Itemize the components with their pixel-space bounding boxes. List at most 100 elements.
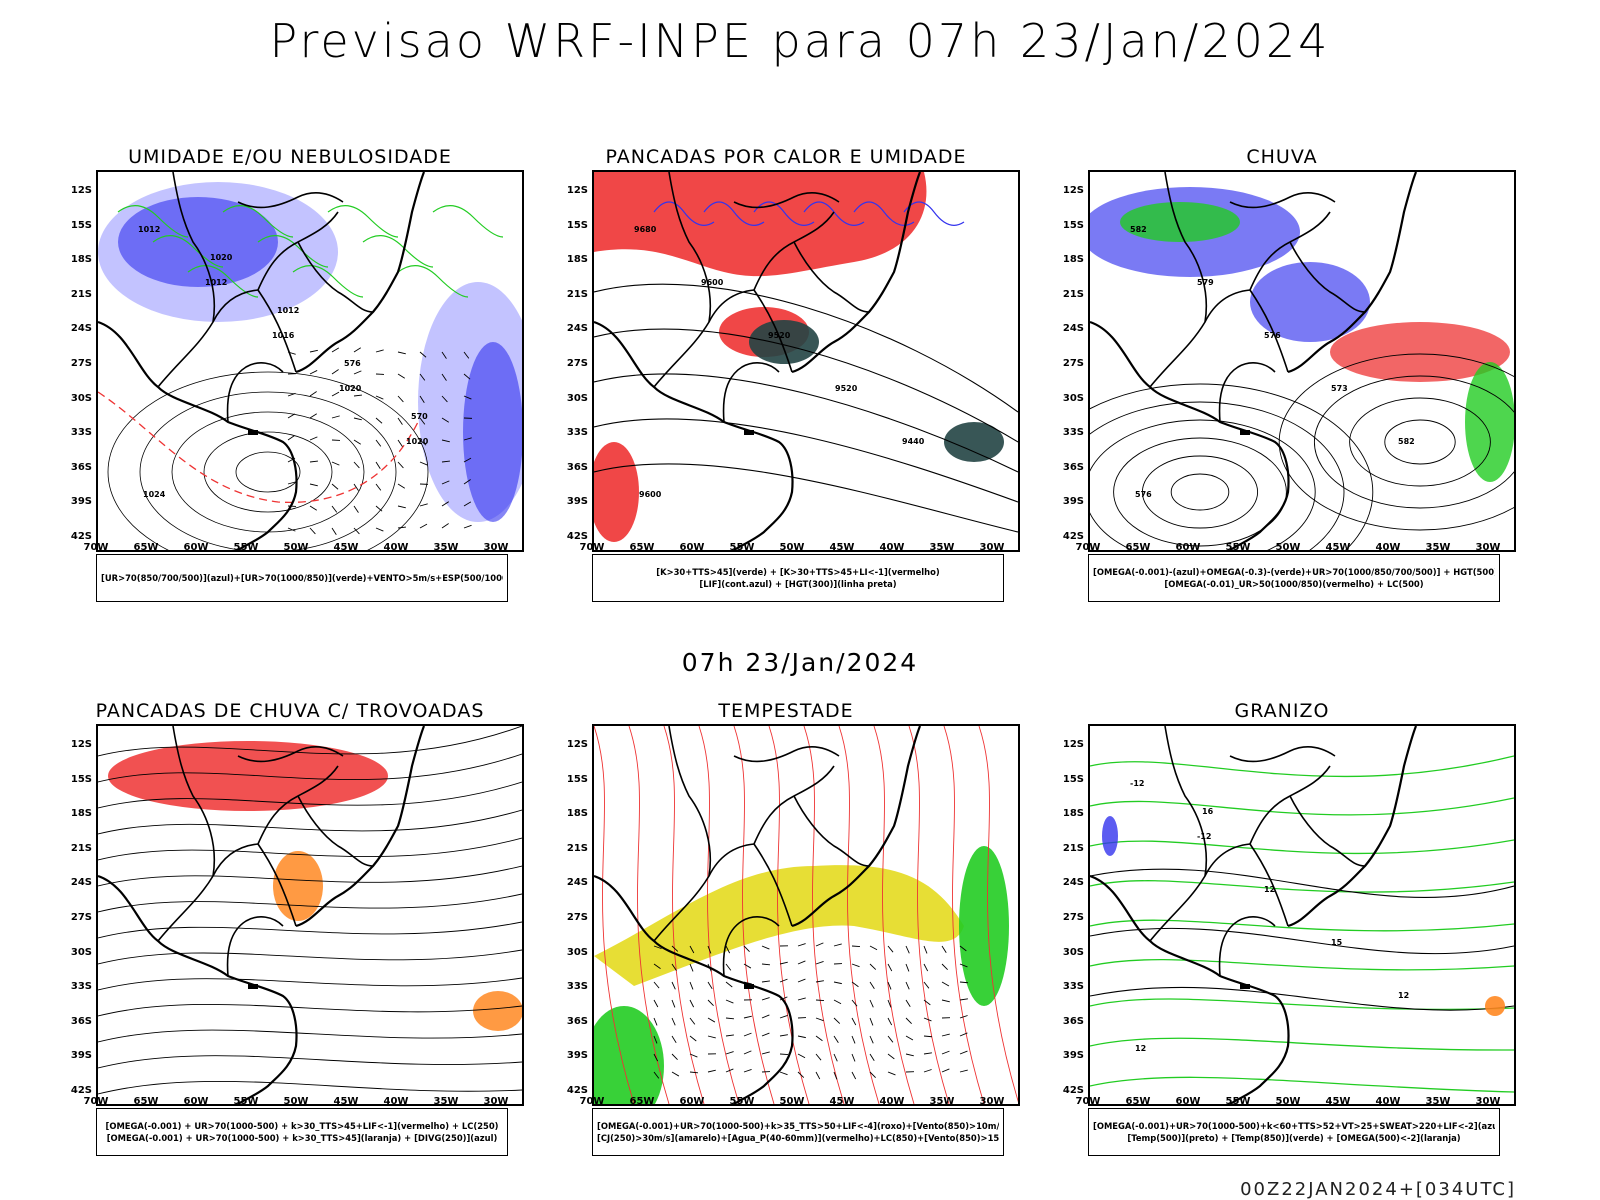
lon-tick-label: 45W xyxy=(1325,542,1351,553)
lon-tick-label: 60W xyxy=(183,1096,209,1107)
map-tempestade[interactable] xyxy=(592,724,1020,1106)
wind-vector xyxy=(331,347,340,353)
map-chuva[interactable]: 582 579 576 573 582 576 xyxy=(1088,170,1516,552)
contour-line xyxy=(107,371,429,550)
wind-vector xyxy=(331,461,340,466)
lon-tick-label: 50W xyxy=(779,542,805,553)
wind-vector xyxy=(463,351,470,359)
wind-vector xyxy=(375,461,381,469)
wind-vector xyxy=(331,483,339,490)
contour-label: 16 xyxy=(1202,807,1214,816)
lon-tick-label: 35W xyxy=(929,1096,955,1107)
lat-tick-label: 21S xyxy=(70,288,92,300)
wind-vector xyxy=(797,978,806,983)
contour-label: 15 xyxy=(1331,938,1343,947)
wind-area xyxy=(959,846,1009,1006)
wind-vector xyxy=(309,391,317,397)
lat-tick-label: 33S xyxy=(70,981,92,993)
water-contour xyxy=(978,726,1018,1103)
wind-vector xyxy=(815,980,824,983)
contour-label: 9440 xyxy=(902,437,925,446)
wind-vector xyxy=(397,461,404,469)
lon-tick-label: 40W xyxy=(879,542,905,553)
wind-vector xyxy=(887,1035,894,1043)
wind-vector xyxy=(941,1033,950,1037)
coastline xyxy=(791,172,922,374)
wind-vector xyxy=(671,999,676,1008)
state-border xyxy=(653,843,755,942)
wind-vector xyxy=(689,1017,696,1025)
lat-tick-label: 15S xyxy=(1062,219,1084,231)
state-border xyxy=(1149,843,1251,942)
water-contour xyxy=(803,726,845,1104)
state-border xyxy=(1289,795,1366,867)
wind-vector xyxy=(463,373,471,380)
lat-tick-label: 42S xyxy=(566,1085,588,1096)
state-border xyxy=(753,843,793,927)
lon-tick-label: 55W xyxy=(233,1096,259,1107)
streamline xyxy=(98,1003,522,1017)
wind-vector xyxy=(941,999,950,1003)
lon-tick-label: 60W xyxy=(1175,1096,1201,1107)
map-trovoadas[interactable] xyxy=(96,724,524,1106)
panel-title: PANCADAS POR CALOR E UMIDADE xyxy=(605,146,967,168)
wind-vector xyxy=(397,351,406,355)
wind-vector xyxy=(397,395,404,403)
wind-vector xyxy=(419,417,426,425)
state-border xyxy=(733,192,840,209)
wind-vector xyxy=(851,1017,857,1026)
wind-vector xyxy=(797,1035,806,1039)
wind-vector xyxy=(833,1017,841,1024)
map-granizo[interactable]: -12 -12 12 15 12 12 16 xyxy=(1088,724,1516,1106)
wind-vector xyxy=(441,460,450,463)
map-pancadas-calor[interactable]: 9680 9600 9520 9520 9440 9600 xyxy=(592,170,1020,552)
lat-tick-label: 21S xyxy=(70,842,92,854)
streamline xyxy=(98,949,522,965)
panel-pancadas-calor: PANCADAS POR CALOR E UMIDADE 9680 9600 952… xyxy=(546,146,1026,626)
wind-vector xyxy=(905,999,911,1008)
wind-vector xyxy=(959,998,968,1001)
wind-vector xyxy=(689,1035,697,1042)
wind-vector xyxy=(851,999,858,1007)
wind-vector xyxy=(923,999,931,1006)
streamline xyxy=(98,753,522,783)
main-title: Previsao WRF-INPE para 07h 23/Jan/2024 xyxy=(269,14,1331,68)
wind-vector xyxy=(815,1017,824,1022)
wind-vector xyxy=(441,351,447,359)
temp850-contour xyxy=(1090,755,1514,778)
wind-vector xyxy=(761,1032,770,1037)
wind-vector xyxy=(397,505,406,509)
contour-label: 576 xyxy=(344,359,361,368)
lon-tick-label: 70W xyxy=(83,1096,109,1107)
wind-vector xyxy=(353,439,361,445)
contour-label: 9520 xyxy=(835,384,858,393)
lon-tick-label: 50W xyxy=(1275,542,1301,553)
wind-vector xyxy=(761,963,771,966)
lon-tick-label: 30W xyxy=(1475,1096,1501,1107)
wind-vector xyxy=(441,373,447,381)
state-border xyxy=(1218,362,1276,423)
contour-label: 1012 xyxy=(205,278,227,287)
wind-vector xyxy=(869,963,877,970)
lon-tick-label: 70W xyxy=(1075,542,1101,553)
wind-vector xyxy=(761,980,770,983)
wind-vector xyxy=(923,1017,932,1022)
lat-tick-label: 39S xyxy=(70,1050,92,1062)
map-umidade[interactable]: 1012 1012 1016 1020 1020 1024 1020 1012 576 570 xyxy=(96,170,524,552)
lat-tick-label: 39S xyxy=(1062,1050,1084,1062)
humidity-area xyxy=(118,197,278,287)
lon-tick-label: 65W xyxy=(133,1096,159,1107)
contour-line xyxy=(1349,397,1491,487)
wind-vector xyxy=(959,1032,968,1037)
wind-vector xyxy=(353,347,361,353)
state-border xyxy=(722,362,780,423)
contour-line xyxy=(1313,375,1514,509)
height-contour xyxy=(594,463,1018,533)
wind-vector xyxy=(331,369,339,375)
lon-tick-label: 50W xyxy=(1275,1096,1301,1107)
wind-vector xyxy=(869,945,878,951)
wind-vector xyxy=(725,1034,734,1037)
lon-tick-label: 35W xyxy=(433,1096,459,1107)
coastline xyxy=(1090,874,1290,1104)
state-border xyxy=(226,362,284,423)
